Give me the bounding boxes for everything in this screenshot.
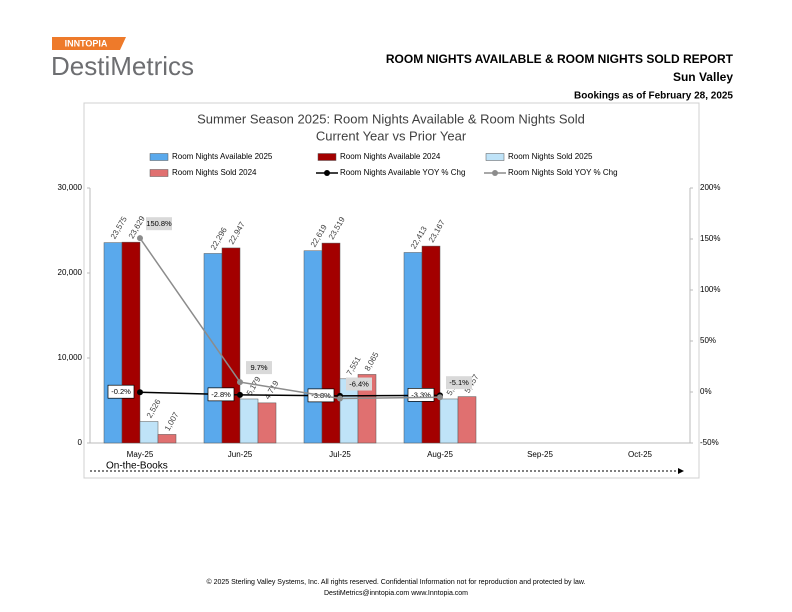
line-point [437,394,443,401]
chart-title: Summer Season 2025: Room Nights Availabl… [197,111,585,126]
copyright: © 2025 Sterling Valley Systems, Inc. All… [207,578,586,586]
bar [439,398,459,444]
legend-label: Room Nights Sold 2024 [172,168,257,177]
line-value-label: 9.7% [250,363,267,372]
bar-value-label: 23,519 [327,215,347,241]
line-value-label: -3.3% [411,390,431,399]
bar [457,396,477,444]
line-point [137,389,143,396]
line [139,391,441,397]
legend-point [492,170,498,176]
line-label-box [107,384,135,399]
x-tick-label: Jul-25 [329,450,351,459]
y2-tick-label: 100% [700,285,720,294]
bar-value-label: 23,629 [127,214,147,240]
bar [139,421,159,444]
line-value-label: -0.2% [111,387,131,396]
line-label-box [446,376,472,390]
contact: DestiMetrics@inntopia.com www.Inntopia.c… [324,590,468,597]
bar [239,398,259,444]
legend-swatch [149,169,169,177]
bar [403,252,423,444]
bar [103,242,123,444]
y2-tick-label: 0% [700,387,712,396]
line-value-label: -6.4% [349,380,369,389]
bar [121,241,141,444]
legend-label: Room Nights Sold YOY % Chg [508,168,618,177]
x-tick-label: Sep-25 [527,450,553,459]
line-label-box [346,377,372,391]
bar-value-label: 4,719 [263,379,281,401]
line-value-label: -2.8% [211,390,231,399]
legend-point [324,170,330,176]
y2-tick-label: 200% [700,183,720,192]
bar-value-label: 1,007 [163,410,181,432]
x-tick-label: May-25 [127,450,154,459]
chart-frame [83,102,700,479]
x-tick-label: Aug-25 [427,450,453,459]
bar [357,374,377,444]
bar-value-label: 23,575 [109,214,129,240]
as-of: Bookings as of February 28, 2025 [574,91,733,102]
legend-swatch [317,153,337,161]
location: Sun Valley [673,70,733,84]
y-tick-label: 20,000 [58,268,83,277]
report-title: ROOM NIGHTS AVAILABLE & ROOM NIGHTS SOLD… [386,52,734,66]
line-point [137,235,143,242]
chart-subtitle: Current Year vs Prior Year [316,128,467,143]
bar-value-label: 7,551 [345,355,363,377]
y-tick-label: 10,000 [58,353,83,362]
bar-value-label: 22,947 [227,220,247,246]
y2-tick-label: -50% [700,438,719,447]
y-tick-label: 30,000 [58,183,83,192]
legend-label: Room Nights Available YOY % Chg [340,168,465,177]
y2-tick-label: 150% [700,234,720,243]
legend-label: Room Nights Available 2025 [172,152,273,161]
brand: INNTOPIA [65,38,108,48]
bar-value-label: 23,167 [427,218,447,244]
bar-value-label: 8,065 [363,350,381,372]
line-label-box [146,217,172,231]
brand-banner [52,37,126,50]
line-label-box [246,361,272,375]
line-point [237,391,243,398]
bar [257,402,277,444]
x-tick-label: Oct-25 [628,450,653,459]
bar [303,250,323,444]
line-point [337,395,343,402]
bar [321,242,341,444]
bar [221,247,241,444]
bar [421,245,441,444]
line-value-label: -5.1% [449,378,469,387]
product: DestiMetrics [51,51,194,81]
y2-tick-label: 50% [700,336,716,345]
bar-value-label: 2,526 [145,397,163,419]
line-point [237,379,243,386]
bar [157,434,177,444]
bar [203,253,223,444]
y-tick-label: 0 [78,438,83,447]
bar-value-label: 22,296 [209,225,229,251]
legend-swatch [485,153,505,161]
line [139,237,441,400]
annotation-arrowhead [678,468,684,474]
annotation: On-the-Books [106,461,168,472]
legend-label: Room Nights Sold 2025 [508,152,593,161]
legend-swatch [149,153,169,161]
line-value-label: 150.8% [146,219,172,228]
x-tick-label: Jun-25 [228,450,253,459]
legend-label: Room Nights Available 2024 [340,152,441,161]
line-label-box [207,387,235,402]
